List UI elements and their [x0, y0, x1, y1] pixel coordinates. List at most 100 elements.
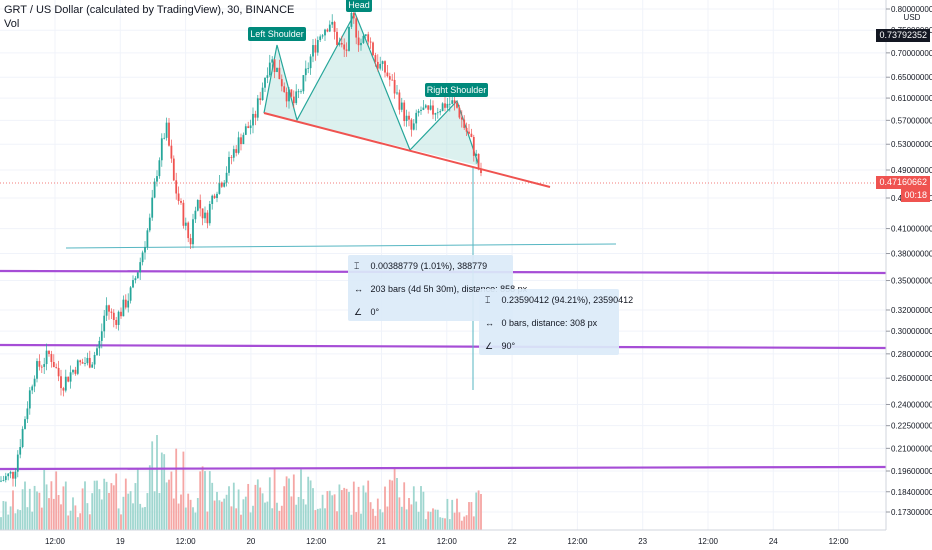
grid-lines — [0, 0, 886, 530]
volume-bar — [297, 496, 300, 530]
volume-bar — [139, 503, 142, 530]
candle-body — [321, 35, 324, 37]
volume-bar — [218, 500, 221, 530]
candle-body — [139, 262, 142, 273]
candle-body — [384, 61, 386, 73]
volume-bar — [472, 516, 475, 530]
candle-body — [415, 112, 418, 124]
candle-body — [201, 208, 204, 219]
candle-body — [55, 367, 58, 368]
volume-bar — [153, 491, 156, 530]
candle-body — [364, 34, 367, 36]
volume-bar — [391, 480, 394, 530]
volume-bar — [177, 503, 180, 530]
volume-bar — [355, 512, 358, 530]
candle-body — [218, 182, 221, 194]
measure-bars-row: ↔ 0 bars, distance: 308 px — [479, 312, 619, 335]
volume-bar — [374, 515, 377, 530]
volume-bar — [240, 514, 242, 530]
candle-body — [151, 197, 154, 218]
price-tick-label: 0.17300000 — [891, 508, 932, 517]
candle-body — [477, 153, 480, 170]
candle-body — [470, 133, 473, 138]
symbol-title: GRT / US Dollar (calculated by TradingVi… — [4, 4, 295, 16]
volume-bar — [235, 508, 238, 530]
volume-bar — [79, 513, 82, 530]
candle-body — [340, 42, 343, 45]
candle-body — [28, 390, 31, 409]
volume-label: Vol — [4, 18, 20, 30]
time-axis[interactable]: 12:00 19 12:00 20 12:00 21 12:00 22 12:00 23 12:00… — [0, 529, 886, 550]
volume-bar — [45, 484, 48, 530]
volume-bar — [136, 468, 139, 530]
candle-body — [432, 105, 434, 115]
volume-bar — [12, 490, 14, 530]
trend-line[interactable] — [65, 243, 617, 249]
volume-bar — [314, 510, 317, 530]
candle-body — [400, 102, 403, 110]
candle-body — [424, 105, 427, 108]
measure-angle-row: ∠ 0° — [348, 301, 513, 324]
candle-body — [9, 471, 12, 474]
candle-body — [249, 125, 252, 129]
measure-info-box-2[interactable]: ⌶ 0.23590412 (94.21%), 23590412 ↔ 0 bars… — [479, 289, 633, 355]
candle-body — [57, 367, 60, 377]
candle-body — [48, 350, 50, 355]
volume-bar — [127, 493, 130, 530]
pattern-label-bg — [248, 27, 306, 41]
price-tick-label: 0.65000000 — [891, 73, 932, 82]
volume-bar — [333, 494, 336, 530]
candle-body — [285, 92, 288, 102]
volume-bar — [458, 512, 461, 530]
bars-range-icon: ↔ — [485, 318, 494, 328]
candle-body — [357, 37, 360, 46]
candle-body — [247, 126, 250, 129]
candle-body — [52, 361, 55, 368]
pattern-labels[interactable]: Left Shoulder Head Right Shoulder — [248, 0, 488, 97]
candle-body — [352, 12, 355, 19]
measure-price-text: 0.00388779 (1.01%), 388779 — [370, 261, 488, 271]
candle-body — [256, 98, 259, 118]
candle-body — [19, 447, 22, 455]
candle-body — [196, 199, 199, 211]
neckline[interactable] — [263, 112, 551, 188]
volume-bar — [369, 502, 372, 530]
volume-bar — [259, 487, 262, 530]
price-tick-label: 0.32000000 — [891, 306, 932, 315]
candle-body — [175, 180, 178, 194]
volume-bar — [343, 487, 346, 530]
candle-body — [62, 388, 65, 391]
candle-body — [163, 137, 166, 139]
neckline-line — [263, 112, 551, 188]
measure-bars-row: ↔ 203 bars (4d 5h 30m), distance: 858 px — [348, 278, 527, 301]
volume-bar — [211, 482, 214, 530]
volume-bar — [216, 491, 218, 530]
volume-bar — [112, 485, 115, 530]
volume-bar — [100, 499, 103, 530]
price-axis-bg — [886, 0, 932, 550]
volume-bar — [331, 495, 334, 530]
candle-body — [264, 77, 266, 88]
candle-body — [76, 360, 79, 374]
volume-bar — [434, 509, 437, 530]
time-tick-label: 12:00 — [45, 537, 66, 546]
head-shoulders-pattern[interactable] — [263, 11, 480, 167]
candle-body — [33, 378, 36, 387]
candle-body — [420, 109, 422, 111]
candle-body — [100, 331, 103, 341]
candle-body — [141, 252, 144, 263]
price-axis[interactable]: 0.800000000.750000000.700000000.65000000… — [885, 0, 932, 550]
volume-bar — [31, 511, 34, 530]
volume-bar — [156, 435, 158, 530]
pattern-label: Right Shoulder — [427, 85, 487, 95]
angle-icon: ∠ — [485, 341, 494, 351]
volume-bar — [480, 494, 482, 530]
candle-body — [376, 61, 379, 69]
volume-bar — [427, 511, 430, 530]
volume-bar — [266, 501, 269, 530]
candle-body — [360, 42, 362, 46]
time-tick-label: 20 — [246, 537, 255, 546]
volume-bar — [264, 502, 266, 530]
volume-bar — [400, 506, 403, 530]
